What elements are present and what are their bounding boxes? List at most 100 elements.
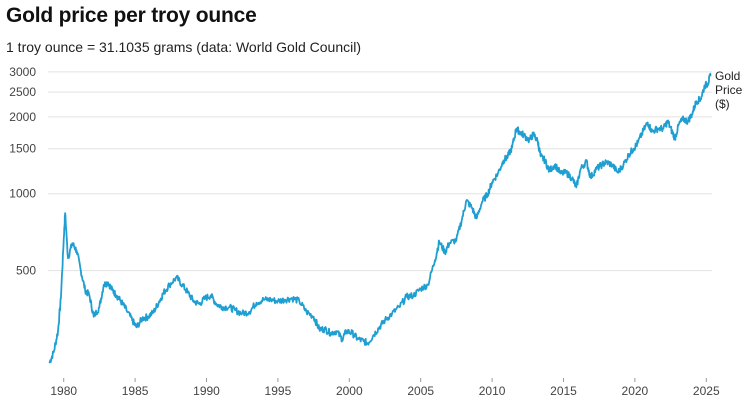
data-point [187, 292, 189, 294]
data-point [103, 284, 105, 286]
data-point [502, 159, 505, 162]
x-tick-label: 2025 [693, 384, 720, 398]
data-point [341, 338, 343, 340]
grid-lines [48, 71, 712, 272]
data-point [63, 239, 65, 241]
data-point [357, 338, 359, 340]
data-point [241, 312, 243, 315]
y-tick-label: 1000 [9, 187, 36, 201]
data-point [67, 257, 69, 259]
data-point [158, 300, 160, 302]
x-tick-label: 2010 [479, 384, 506, 398]
data-point [575, 186, 577, 188]
data-point [471, 207, 473, 209]
data-point [378, 326, 380, 328]
y-tick-label: 1500 [9, 142, 36, 156]
data-point [605, 161, 607, 163]
data-point [642, 129, 645, 131]
data-point [248, 311, 250, 313]
data-point [284, 299, 286, 301]
data-point [434, 259, 436, 261]
data-point [704, 84, 706, 87]
data-point [657, 127, 659, 130]
data-point [141, 317, 143, 320]
data-point [255, 301, 258, 304]
data-point [622, 164, 625, 166]
data-point [540, 155, 542, 157]
x-tick-label: 2000 [336, 384, 363, 398]
x-tick-label: 1990 [193, 384, 220, 398]
y-tick-label: 2500 [9, 85, 36, 99]
data-point [305, 311, 308, 313]
data-point [168, 284, 170, 286]
data-point [204, 297, 206, 299]
data-point [57, 330, 59, 332]
data-point [318, 328, 320, 330]
data-point [221, 306, 223, 308]
data-point [398, 306, 400, 308]
data-point [163, 292, 165, 294]
data-point [367, 342, 369, 344]
data-point [611, 164, 613, 166]
data-point [691, 113, 693, 115]
data-point [695, 100, 697, 102]
data-point [662, 127, 665, 130]
data-point [345, 330, 348, 332]
data-point [405, 296, 408, 298]
data-point [682, 118, 685, 120]
data-point [674, 137, 676, 139]
data-point [595, 168, 597, 170]
data-point [518, 131, 520, 133]
data-point [497, 172, 499, 175]
data-point [585, 160, 587, 162]
data-point [228, 306, 230, 308]
data-point [115, 294, 118, 296]
data-point [438, 240, 440, 243]
data-point [60, 297, 62, 299]
chart-title: Gold price per troy ounce [6, 4, 257, 27]
data-point [330, 332, 332, 334]
data-point [580, 168, 582, 170]
data-point [647, 121, 649, 124]
data-point [420, 288, 422, 290]
data-point [362, 340, 365, 342]
data-point [590, 176, 592, 178]
data-point [84, 289, 86, 291]
data-point [384, 319, 386, 321]
data-point [448, 242, 450, 244]
data-point [544, 159, 546, 162]
data-point [324, 328, 326, 330]
data-point [313, 316, 315, 318]
data-point [198, 303, 200, 305]
data-point [391, 312, 393, 315]
data-point [48, 362, 51, 364]
data-point [571, 177, 573, 179]
data-point [120, 300, 122, 302]
data-point [351, 332, 353, 334]
data-point [515, 127, 517, 130]
data-point [651, 131, 653, 133]
y-tick-label: 3000 [9, 65, 36, 79]
data-point [291, 297, 293, 299]
data-point [125, 309, 128, 311]
data-point [111, 289, 113, 291]
data-point [491, 181, 493, 183]
data-point [263, 299, 265, 301]
legend-line: Gold [715, 69, 740, 83]
data-point [522, 134, 525, 136]
data-point [507, 155, 509, 157]
data-point [64, 212, 66, 214]
data-point [487, 193, 489, 195]
y-tick-label: 2000 [9, 110, 36, 124]
data-point [335, 330, 338, 332]
data-point [548, 170, 550, 172]
data-point [234, 309, 236, 311]
x-tick-label: 1980 [50, 384, 77, 398]
data-point [637, 142, 639, 144]
y-tick-label: 500 [16, 264, 36, 278]
data-point [270, 299, 272, 301]
data-point [444, 251, 446, 253]
data-point [565, 171, 567, 174]
data-point [88, 294, 91, 296]
chart-subtitle: 1 troy ounce = 31.1035 grams (data: Worl… [6, 39, 361, 55]
